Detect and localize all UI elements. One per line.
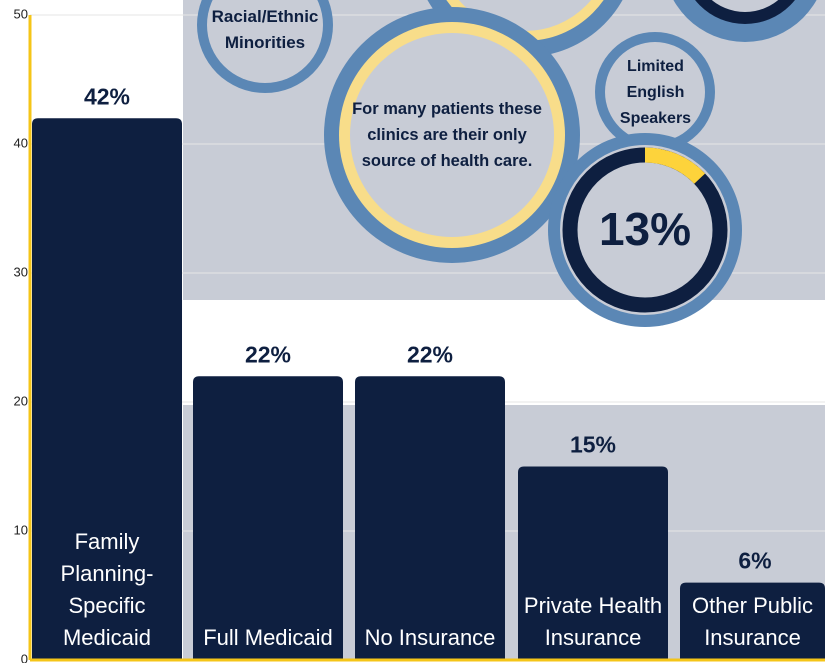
y-tick-label: 30 [14, 264, 28, 279]
bubble-shape [711, 0, 779, 12]
y-tick-label: 10 [14, 522, 28, 537]
data-label: 42% [84, 83, 130, 109]
x-tick-label-box: Family Planning-Specific Medicaid [60, 528, 154, 650]
bubble-label-box: For many patients these clinics are thei… [352, 100, 542, 170]
bubble-label: For many patients these clinics are thei… [352, 100, 542, 170]
bar [355, 376, 505, 660]
bubble-shape [207, 0, 323, 83]
x-tick-label: Family Planning-Specific Medicaid [60, 528, 154, 650]
bubble-label-box: Limited English Speakers [619, 57, 692, 127]
y-tick-label: 20 [14, 393, 28, 408]
bubble-label-box: Racial/Ethnic Minorities [211, 7, 319, 52]
x-tick-label-box: No Insurance [364, 624, 496, 650]
y-tick-label: 0 [21, 651, 28, 663]
data-label: 6% [738, 548, 771, 574]
y-tick-label: 40 [14, 135, 28, 150]
data-label: 15% [570, 432, 616, 458]
bubble-shape [605, 42, 705, 142]
y-tick-label: 50 [14, 6, 28, 21]
bar [193, 376, 343, 660]
x-tick-label: Other Public Insurance [691, 592, 814, 650]
donut-label: 13% [599, 203, 691, 255]
bar [518, 466, 668, 660]
x-tick-label: Full Medicaid [203, 624, 333, 650]
data-label: 22% [245, 341, 291, 367]
bar [32, 118, 182, 660]
bar [680, 582, 825, 660]
x-tick-label: Private Health Insurance [523, 593, 663, 650]
donut-segment [644, 147, 706, 184]
x-tick-label-box: Full Medicaid [203, 624, 333, 650]
x-tick-label: No Insurance [364, 624, 496, 650]
bubble-label: Limited English Speakers [619, 57, 692, 127]
data-label: 22% [407, 341, 453, 367]
bubble-shape [560, 145, 730, 315]
bubble-label: Racial/Ethnic Minorities [211, 7, 319, 52]
x-tick-label-box: Private Health Insurance [523, 593, 663, 650]
bubble-shape [350, 33, 554, 237]
x-tick-label-box: Other Public Insurance [691, 592, 814, 650]
